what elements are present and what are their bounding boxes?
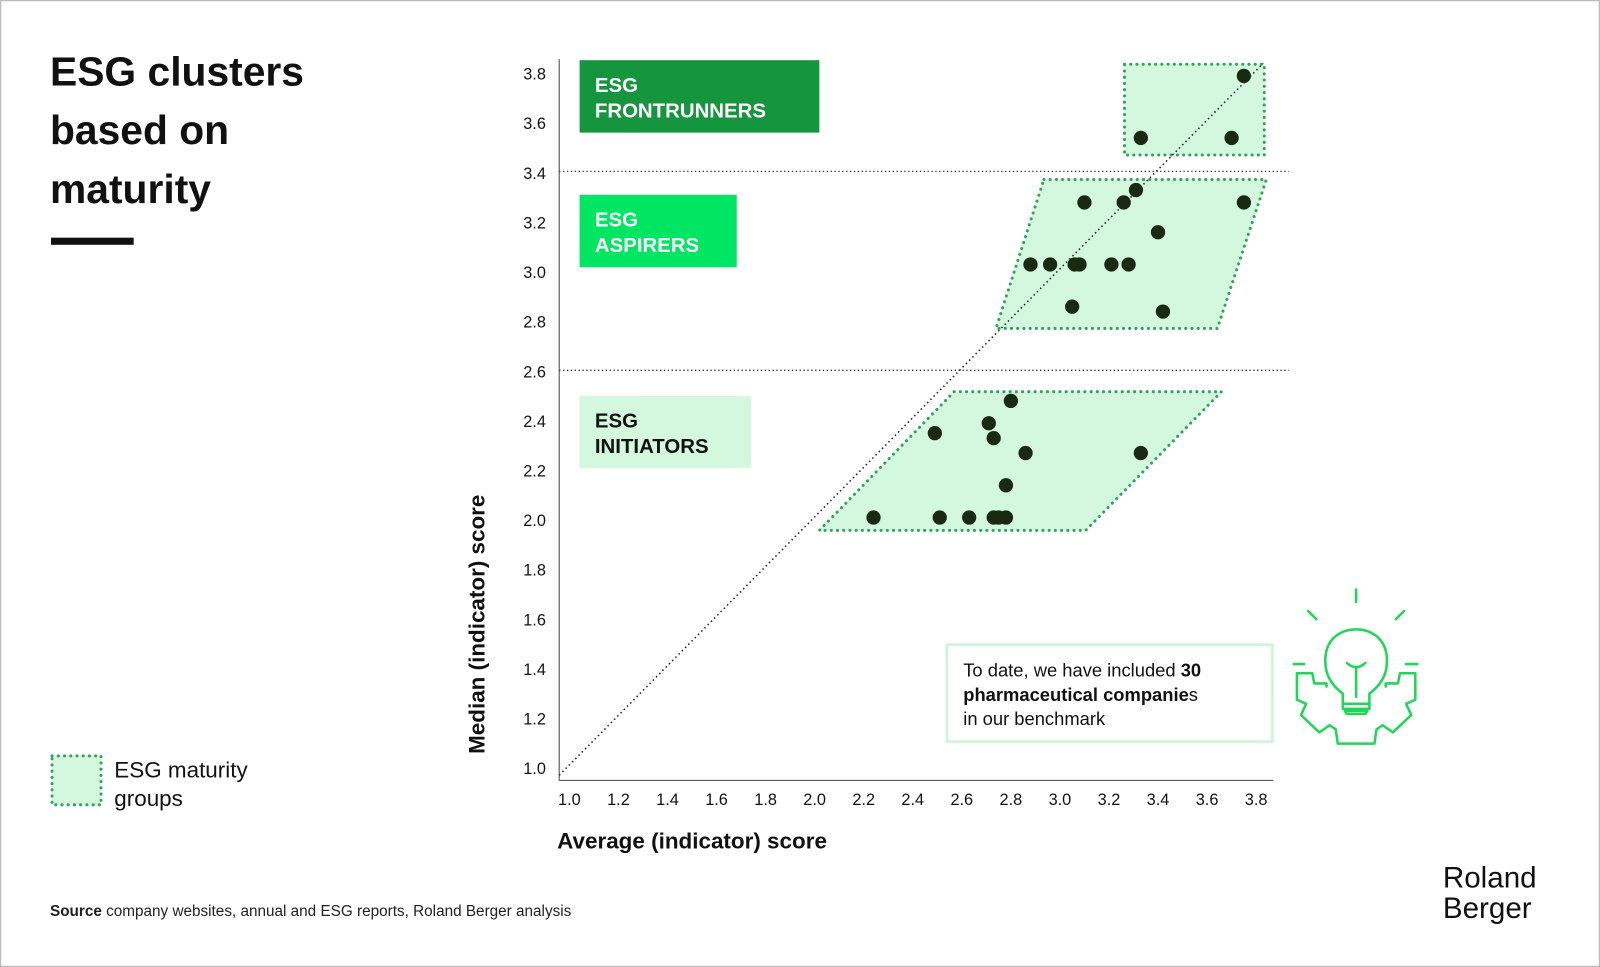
aspirers-label: ESG ASPIRERS [579,194,737,268]
data-point [1077,195,1092,210]
data-point [932,510,947,525]
x-tick-label: 1.6 [705,791,728,809]
legend-swatch [50,754,103,807]
y-tick-label: 2.4 [523,413,546,431]
y-tick-label: 1.4 [523,661,546,679]
x-tick-label: 1.0 [558,791,581,809]
data-point [1133,130,1148,146]
title-underline [51,237,134,245]
legend-label: ESG maturity [114,757,248,782]
title-line: ESG clusters [50,49,304,95]
y-axis-title: Median (indicator) score [465,495,490,754]
title-line: based on [50,107,229,153]
x-tick-label: 2.8 [1000,791,1023,809]
data-point [1236,195,1252,210]
y-tick-label: 1.2 [523,711,546,729]
y-tick-label: 3.6 [523,115,546,133]
y-tick-label: 1.8 [523,562,546,580]
y-tick-label: 3.0 [523,264,546,282]
callout-border [945,643,1274,743]
data-point [1121,257,1136,272]
legend-label: groups [114,786,183,811]
y-tick-label: 3.2 [523,214,546,232]
data-points [866,68,1252,525]
data-point [1128,182,1144,198]
data-point [1072,257,1087,272]
aspirers-label-text: ESG [595,209,638,231]
diagonal-reference-line [558,62,1264,776]
x-tick-labels: 1.0 1.2 1.4 1.6 1.8 2.0 2.2 2.4 2.6 2.8 3.0 3.2 3.4 3… [558,791,1267,809]
callout-line-3: in our benchmark [963,708,1106,729]
frontrunners-label-text: ESG [595,75,638,97]
frontrunners-label: ESG FRONTRUNNERS [579,60,820,133]
data-point [1150,225,1166,240]
aspirers-label-box [579,194,737,268]
source-note: Source company websites, annual and ESG … [50,903,572,920]
x-tick-label: 3.4 [1147,791,1170,809]
x-axis-title: Average (indicator) score [557,829,827,854]
maturity-groups [815,62,1269,532]
frontrunners-label-box [579,60,820,133]
aspirers-label-text: ASPIRERS [595,235,699,257]
callout-line-1: To date, we have included 30 [963,659,1201,680]
y-tick-label: 1.0 [523,760,546,778]
title-line: maturity [50,166,211,212]
x-tick-label: 2.0 [803,791,826,809]
callout-line-2: pharmaceutical companies [963,684,1198,705]
y-tick-label: 3.8 [523,66,546,84]
data-point [998,510,1014,525]
data-point [1116,195,1131,210]
data-point [866,510,881,525]
data-point [927,426,942,441]
initiators-label-text: INITIATORS [595,436,709,458]
data-point [962,510,977,525]
data-point [1155,304,1171,319]
y-tick-label: 3.4 [523,165,546,183]
frontrunners-label-text: FRONTRUNNERS [595,100,766,122]
data-point [1042,257,1058,272]
initiators-label: ESG INITIATORS [579,395,752,469]
data-point [1018,445,1033,461]
data-point [1224,130,1239,146]
data-point [1104,257,1119,272]
x-tick-label: 3.6 [1196,791,1219,809]
data-point [1065,299,1080,314]
y-tick-label: 2.2 [523,463,546,481]
data-point [986,430,1001,446]
x-tick-label: 1.2 [607,791,630,809]
y-tick-label: 2.8 [523,314,546,332]
y-tick-label: 1.6 [523,611,546,629]
y-tick-label: 2.6 [523,363,546,381]
y-tick-label: 2.0 [523,512,546,530]
lightbulb-gear-icon [1292,588,1419,745]
roland-berger-logo: Roland Berger [1443,861,1537,925]
x-tick-label: 2.2 [852,791,875,809]
x-tick-label: 3.8 [1245,791,1268,809]
data-point [998,478,1014,493]
initiators-label-text: ESG [595,410,638,432]
x-tick-label: 1.4 [656,791,679,809]
callout-box: To date, we have included 30 pharmaceuti… [945,643,1274,743]
legend: ESG maturity groups [50,754,248,811]
data-point [1236,68,1252,84]
data-point [1133,445,1148,461]
x-tick-label: 3.0 [1049,791,1072,809]
logo-text: Roland [1443,861,1537,894]
page-title: ESG clusters based on maturity [50,49,304,212]
data-point [981,416,996,431]
initiators-group-area [815,390,1226,532]
initiators-label-box [579,395,752,469]
x-tick-label: 2.4 [901,791,924,809]
aspirers-group-area [993,177,1269,330]
data-point [1003,393,1019,409]
logo-text: Berger [1443,892,1532,925]
y-tick-labels: 1.0 1.2 1.4 1.6 1.8 2.0 2.2 2.4 2.6 2.8 3.0 3.2 3.4 3… [523,66,546,779]
data-point [1023,257,1038,272]
x-tick-label: 3.2 [1098,791,1121,809]
x-tick-label: 2.6 [950,791,973,809]
x-tick-label: 1.8 [754,791,777,809]
